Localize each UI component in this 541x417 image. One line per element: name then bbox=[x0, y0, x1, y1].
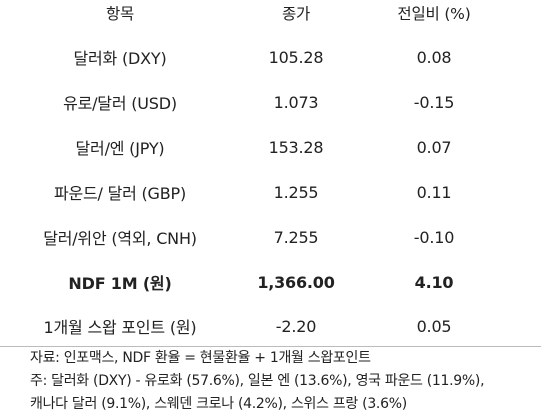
row-close: 1,366.00 bbox=[257, 272, 335, 292]
row-item: 달러화 (DXY) bbox=[73, 49, 167, 68]
row-change: -0.15 bbox=[413, 92, 455, 112]
row-item: 파운드/ 달러 (GBP) bbox=[53, 184, 187, 203]
row-change: 0.08 bbox=[416, 47, 452, 67]
row-close: 153.28 bbox=[268, 137, 324, 157]
row-close: -2.20 bbox=[275, 316, 317, 336]
dxy-composition-note: 주: 달러화 (DXY) - 유로화 (57.6%), 일본 엔 (13.6%)… bbox=[30, 373, 485, 389]
table-row-eurusd: 유로/달러 (USD) 1.073 -0.15 bbox=[0, 80, 541, 124]
table-row-swap-point: 1개월 스왑 포인트 (원) -2.20 0.05 bbox=[0, 304, 541, 348]
row-item: 달러/위안 (역외, CNH) bbox=[43, 229, 197, 248]
table-row-gbpusd: 파운드/ 달러 (GBP) 1.255 0.11 bbox=[0, 170, 541, 214]
row-item: 달러/엔 (JPY) bbox=[75, 139, 165, 158]
source-note: 자료: 인포맥스, NDF 환율 = 현물환율 + 1개월 스왑포인트 bbox=[30, 350, 371, 366]
table-header-row: 항목 종가 전일비 (%) bbox=[0, 0, 541, 30]
row-change: 4.10 bbox=[414, 272, 454, 292]
dxy-composition-note-cont: 캐나다 달러 (9.1%), 스웨덴 크로나 (4.2%), 스위스 프랑 (3… bbox=[30, 396, 407, 412]
row-close: 7.255 bbox=[273, 227, 319, 247]
row-item: 1개월 스왑 포인트 (원) bbox=[43, 318, 197, 337]
table-row-usdjpy: 달러/엔 (JPY) 153.28 0.07 bbox=[0, 125, 541, 169]
table-row-usdcnh: 달러/위안 (역외, CNH) 7.255 -0.10 bbox=[0, 215, 541, 259]
table-row-ndf: NDF 1M (원) 1,366.00 4.10 bbox=[0, 260, 541, 304]
row-item: NDF 1M (원) bbox=[68, 274, 172, 293]
header-close: 종가 bbox=[281, 5, 311, 23]
table-notes: 자료: 인포맥스, NDF 환율 = 현물환율 + 1개월 스왑포인트 주: 달… bbox=[30, 347, 541, 416]
row-item: 유로/달러 (USD) bbox=[63, 94, 177, 113]
header-item: 항목 bbox=[105, 5, 135, 23]
table-bottom-divider bbox=[0, 346, 541, 347]
header-change: 전일비 (%) bbox=[397, 5, 471, 23]
row-change: 0.05 bbox=[416, 316, 452, 336]
row-close: 105.28 bbox=[268, 47, 324, 67]
row-change: 0.07 bbox=[416, 137, 452, 157]
row-change: 0.11 bbox=[416, 182, 452, 202]
row-change: -0.10 bbox=[413, 227, 455, 247]
row-close: 1.073 bbox=[273, 92, 319, 112]
row-close: 1.255 bbox=[273, 182, 319, 202]
table-row-dxy: 달러화 (DXY) 105.28 0.08 bbox=[0, 35, 541, 79]
